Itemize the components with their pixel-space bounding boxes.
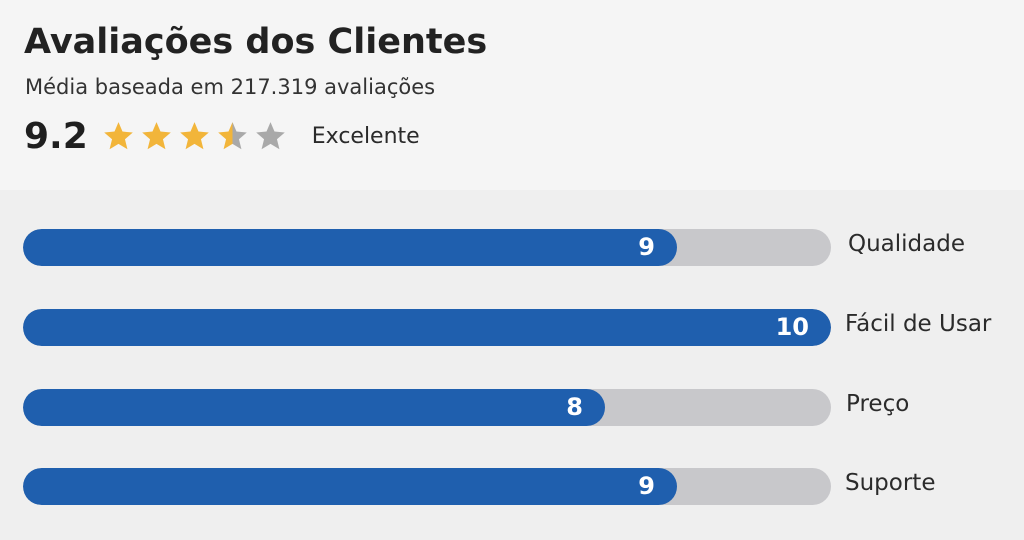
rating-label: Qualidade: [848, 231, 965, 257]
star-empty-icon: [255, 121, 285, 149]
rating-bar-fill: 10: [23, 309, 831, 346]
reviews-count-subtitle: Média baseada em 217.319 avaliações: [25, 75, 436, 99]
rating-label: Fácil de Usar: [845, 311, 992, 337]
category-ratings: 9 Qualidade 10 Fácil de Usar 8 Preço: [0, 190, 1024, 540]
rating-value: 10: [775, 313, 809, 341]
rating-value: 9: [638, 472, 655, 500]
rating-value: 9: [638, 233, 655, 261]
rating-bar-track: 10: [23, 309, 831, 346]
reviews-header: Avaliações dos Clientes Média baseada em…: [0, 0, 1024, 190]
star-rating: [102, 120, 292, 153]
overall-score: 9.2: [24, 115, 88, 157]
page-title: Avaliações dos Clientes: [24, 22, 488, 62]
rating-row-qualidade: 9 Qualidade: [23, 229, 1018, 267]
rating-label: Preço: [846, 391, 910, 417]
star-filled-icon: [141, 121, 171, 149]
score-label: Excelente: [311, 123, 420, 149]
star-filled-icon: [103, 121, 133, 149]
star-filled-icon: [179, 121, 209, 149]
rating-bar-track: 9: [23, 229, 831, 266]
overall-score-row: 9.2 Excelente: [24, 112, 420, 160]
rating-bar-track: 8: [23, 389, 831, 426]
rating-label: Suporte: [845, 470, 936, 496]
rating-row-preco: 8 Preço: [23, 389, 1018, 427]
rating-bar-fill: 9: [23, 468, 677, 505]
rating-row-suporte: 9 Suporte: [23, 468, 1018, 506]
rating-bar-fill: 8: [23, 389, 605, 426]
rating-value: 8: [566, 393, 583, 421]
star-half-icon: [217, 121, 247, 149]
rating-bar-track: 9: [23, 468, 831, 505]
rating-row-facil-de-usar: 10 Fácil de Usar: [23, 309, 1018, 347]
rating-bar-fill: 9: [23, 229, 677, 266]
